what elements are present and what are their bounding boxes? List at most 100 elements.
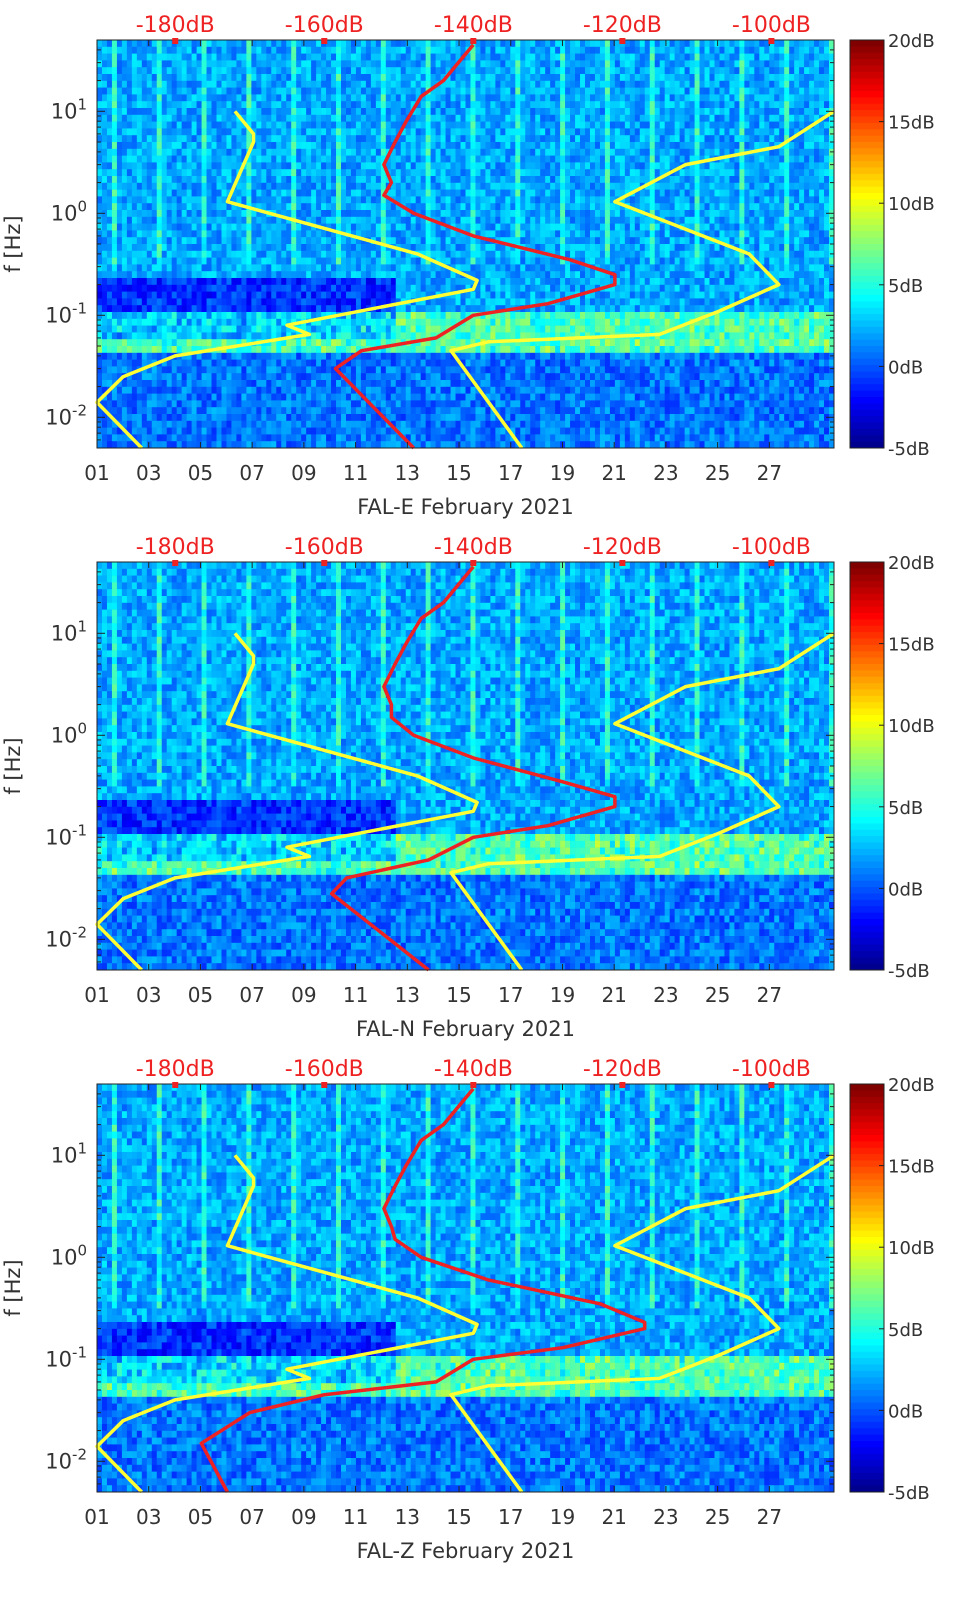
heatmap-cell: [490, 121, 496, 129]
heatmap-cell: [156, 366, 163, 374]
heatmap-cell: [246, 271, 252, 279]
heatmap-cell: [296, 257, 302, 265]
heatmap-cell: [231, 244, 237, 252]
heatmap-cell: [336, 40, 342, 48]
heatmap-cell: [146, 60, 153, 68]
heatmap-cell: [126, 244, 133, 252]
heatmap-cell: [216, 352, 222, 360]
heatmap-cell: [276, 135, 282, 143]
heatmap-cell: [420, 60, 426, 68]
heatmap-cell: [450, 216, 456, 224]
heatmap-cell: [286, 80, 292, 88]
heatmap-cell: [291, 142, 297, 150]
heatmap-cell: [410, 366, 416, 374]
heatmap-cell: [355, 244, 362, 252]
heatmap-cell: [131, 74, 138, 82]
heatmap-cell: [331, 325, 337, 333]
heatmap-cell: [326, 434, 332, 442]
heatmap-cell: [111, 94, 118, 102]
heatmap-cell: [246, 210, 252, 218]
heatmap-cell: [266, 223, 272, 231]
heatmap-cell: [410, 121, 416, 129]
heatmap-cell: [261, 325, 267, 333]
heatmap-cell: [475, 420, 481, 428]
heatmap-cell: [131, 264, 138, 272]
heatmap-cell: [395, 74, 402, 82]
heatmap-cell: [465, 380, 471, 388]
heatmap-cell: [116, 264, 123, 272]
heatmap-cell: [485, 121, 491, 129]
heatmap-cell: [231, 67, 237, 75]
heatmap-cell: [405, 148, 412, 156]
heatmap-cell: [286, 441, 292, 449]
heatmap-cell: [326, 162, 332, 170]
heatmap-cell: [500, 108, 506, 116]
heatmap-cell: [181, 230, 187, 238]
heatmap-cell: [490, 230, 496, 238]
heatmap-cell: [336, 223, 342, 231]
heatmap-cell: [370, 373, 377, 381]
heatmap-cell: [256, 400, 262, 408]
heatmap-cell: [336, 393, 342, 401]
heatmap-cell: [106, 176, 113, 184]
heatmap-cell: [216, 284, 222, 292]
heatmap-cell: [246, 169, 252, 177]
heatmap-cell: [505, 386, 511, 394]
heatmap-cell: [365, 189, 372, 197]
heatmap-cell: [460, 339, 466, 347]
heatmap-cell: [395, 237, 402, 245]
heatmap-cell: [281, 250, 287, 258]
heatmap-cell: [121, 318, 128, 326]
heatmap-cell: [296, 87, 302, 95]
heatmap-cell: [266, 142, 272, 150]
heatmap-cell: [186, 312, 192, 320]
heatmap-cell: [281, 114, 287, 122]
heatmap-cell: [296, 237, 302, 245]
heatmap-cell: [146, 67, 153, 75]
heatmap-cell: [450, 114, 456, 122]
heatmap-cell: [301, 386, 307, 394]
heatmap-cell: [465, 434, 471, 442]
heatmap-cell: [246, 291, 252, 299]
heatmap-cell: [141, 223, 148, 231]
heatmap-cell: [236, 373, 242, 381]
heatmap-cell: [316, 169, 322, 177]
heatmap-cell: [136, 142, 143, 150]
heatmap-cell: [196, 359, 202, 367]
heatmap-cell: [475, 441, 481, 449]
heatmap-cell: [355, 46, 362, 54]
heatmap-cell: [420, 400, 426, 408]
heatmap-cell: [276, 291, 282, 299]
heatmap-cell: [490, 216, 496, 224]
heatmap-cell: [121, 108, 128, 116]
heatmap-cell: [201, 128, 207, 136]
heatmap-cell: [341, 284, 347, 292]
heatmap-cell: [405, 332, 412, 340]
heatmap-cell: [226, 420, 232, 428]
heatmap-cell: [360, 420, 367, 428]
heatmap-cell: [181, 135, 187, 143]
heatmap-cell: [151, 312, 158, 320]
heatmap-cell: [121, 162, 128, 170]
heatmap-cell: [131, 420, 138, 428]
heatmap-cell: [251, 74, 257, 82]
heatmap-cell: [336, 257, 342, 265]
heatmap-cell: [435, 441, 441, 449]
heatmap-cell: [390, 332, 397, 340]
heatmap-cell: [191, 407, 197, 415]
heatmap-cell: [276, 386, 282, 394]
heatmap-cell: [166, 373, 172, 381]
heatmap-cell: [331, 189, 337, 197]
heatmap-cell: [256, 162, 262, 170]
heatmap-cell: [365, 40, 372, 48]
heatmap-cell: [231, 257, 237, 265]
heatmap-cell: [281, 407, 287, 415]
heatmap-cell: [345, 196, 352, 204]
heatmap-cell: [121, 135, 128, 143]
heatmap-cell: [141, 142, 148, 150]
heatmap-cell: [455, 176, 461, 184]
heatmap-cell: [440, 121, 446, 129]
heatmap-cell: [495, 114, 501, 122]
heatmap-cell: [101, 128, 108, 136]
heatmap-cell: [286, 237, 292, 245]
